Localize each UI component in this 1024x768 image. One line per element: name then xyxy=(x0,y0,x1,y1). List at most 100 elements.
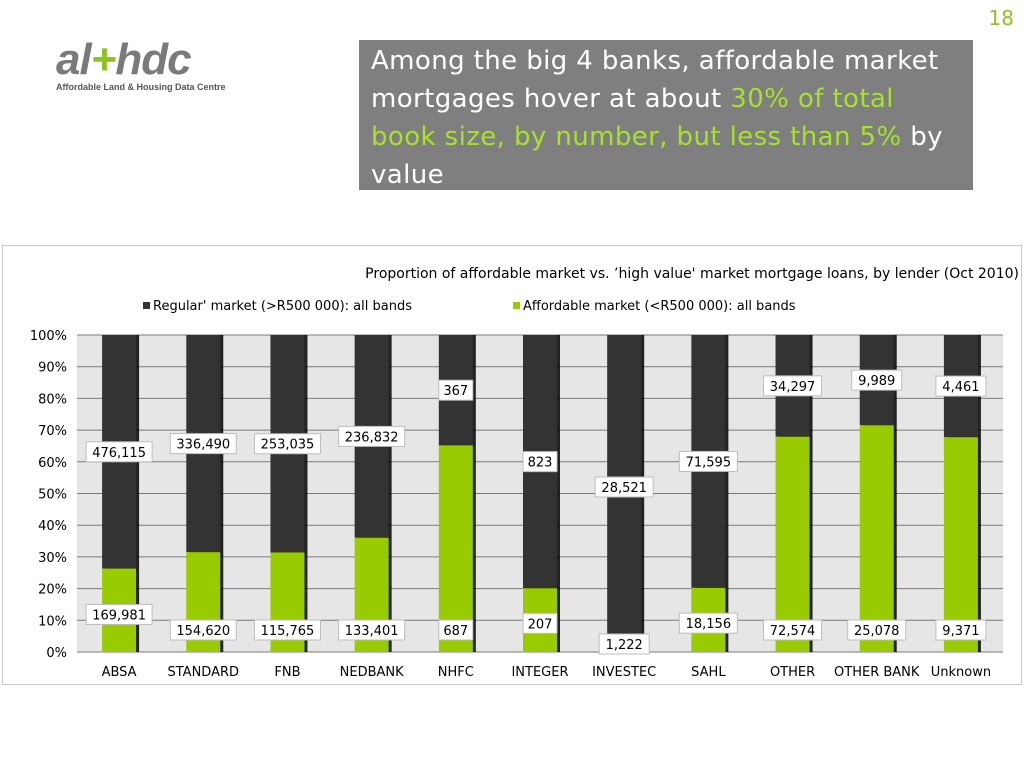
data-label-box xyxy=(438,619,474,641)
data-label-box xyxy=(85,441,153,463)
data-label-regular: 476,115 xyxy=(85,441,153,463)
x-tick-label: OTHER BANK xyxy=(834,665,920,680)
logo-subtitle: Affordable Land & Housing Data Centre xyxy=(56,82,226,92)
plot-area: 0% 10% 20% 30% 40% 50% 60% 70% 80% 90% 100% ABSA STA… xyxy=(30,329,1003,680)
data-label-text: 25,078 xyxy=(854,624,900,639)
data-label-box xyxy=(594,476,654,498)
data-label-text: 133,401 xyxy=(345,624,399,639)
data-label-text: 71,595 xyxy=(686,455,732,470)
stacked-bar-chart: Proportion of affordable market vs. ’hig… xyxy=(30,266,1019,680)
x-tick-label: SAHL xyxy=(691,665,726,680)
data-label-box xyxy=(851,369,903,391)
data-label-regular: 9,989 xyxy=(851,369,903,391)
data-label-text: 207 xyxy=(528,617,553,632)
data-label-box xyxy=(253,433,321,455)
data-label-affordable: 169,981 xyxy=(85,603,153,625)
data-label-regular: 34,297 xyxy=(763,375,823,397)
x-tick-label: ABSA xyxy=(102,665,137,680)
data-label-affordable: 18,156 xyxy=(678,612,738,634)
data-label-text: 115,765 xyxy=(261,624,315,639)
x-tick-label: OTHER xyxy=(770,665,815,680)
data-label-regular: 4,461 xyxy=(935,375,987,397)
data-label-text: 1,222 xyxy=(606,638,643,653)
data-label-affordable: 115,765 xyxy=(253,619,321,641)
data-label-text: 236,832 xyxy=(345,430,399,445)
y-tick-label: 100% xyxy=(30,329,67,344)
logo-wordmark: al+hdc xyxy=(56,35,192,84)
data-label-text: 4,461 xyxy=(942,380,979,395)
data-label-box xyxy=(678,450,738,472)
legend-swatch xyxy=(513,302,520,309)
data-label-box xyxy=(169,433,237,455)
x-tick-label: Unknown xyxy=(931,665,991,680)
x-tick-label: FNB xyxy=(274,665,300,680)
bar-affordable xyxy=(859,425,894,652)
data-label-affordable: 687 xyxy=(438,619,474,641)
legend-swatch xyxy=(143,302,150,309)
headline-box: Among the big 4 banks, affordable market… xyxy=(359,40,973,190)
data-label-text: 18,156 xyxy=(686,617,732,632)
x-tick-label: INVESTEC xyxy=(592,665,656,680)
bar-affordable xyxy=(775,436,810,652)
data-label-box xyxy=(338,619,406,641)
chart-frame: Proportion of affordable market vs. ’hig… xyxy=(2,245,1022,685)
data-label-text: 476,115 xyxy=(92,446,146,461)
page-number: 18 xyxy=(988,6,1014,30)
data-label-text: 823 xyxy=(528,456,553,471)
headline-text: Among the big 4 banks, affordable market… xyxy=(371,46,939,114)
data-label-text: 253,035 xyxy=(261,438,315,453)
data-label-regular: 823 xyxy=(522,451,558,473)
data-label-regular: 336,490 xyxy=(169,433,237,455)
data-label-box xyxy=(85,603,153,625)
data-label-affordable: 207 xyxy=(522,612,558,634)
legend-label: Affordable market (<R500 000): all bands xyxy=(523,299,796,314)
y-tick-label: 10% xyxy=(38,614,67,629)
data-label-text: 28,521 xyxy=(601,481,647,496)
data-label-affordable: 72,574 xyxy=(763,619,823,641)
data-label-regular: 28,521 xyxy=(594,476,654,498)
headline-text-end: by value xyxy=(371,122,943,190)
data-label-box xyxy=(438,379,474,401)
x-tick-label: STANDARD xyxy=(168,665,240,680)
data-label-affordable: 154,620 xyxy=(169,619,237,641)
data-label-text: 154,620 xyxy=(176,624,230,639)
data-label-text: 9,371 xyxy=(942,624,979,639)
x-tick-label: NHFC xyxy=(438,665,474,680)
bar-affordable xyxy=(438,445,473,652)
data-label-text: 367 xyxy=(443,384,468,399)
data-label-box xyxy=(935,375,987,397)
y-tick-label: 40% xyxy=(38,519,67,534)
data-label-box xyxy=(338,425,406,447)
data-label-regular: 367 xyxy=(438,379,474,401)
data-label-box xyxy=(678,612,738,634)
data-label-box xyxy=(763,375,823,397)
bar-affordable xyxy=(943,437,978,652)
data-label-box xyxy=(253,619,321,641)
data-label-box xyxy=(522,451,558,473)
data-label-text: 72,574 xyxy=(770,624,816,639)
data-label-regular: 236,832 xyxy=(338,425,406,447)
chart-legend: Regular' market (>R500 000): all bands Af… xyxy=(143,299,796,314)
legend-label: Regular' market (>R500 000): all bands xyxy=(153,299,412,314)
data-label-box xyxy=(763,619,823,641)
data-label-box xyxy=(847,619,907,641)
y-tick-label: 60% xyxy=(38,456,67,471)
x-tick-label: INTEGER xyxy=(511,665,568,680)
data-label-text: 34,297 xyxy=(770,380,816,395)
data-label-regular: 253,035 xyxy=(253,433,321,455)
data-label-affordable: 133,401 xyxy=(338,619,406,641)
headline-highlight: 30% of total book size, by number, but l… xyxy=(371,84,902,152)
chart-title: Proportion of affordable market vs. ’hig… xyxy=(365,266,1019,282)
data-label-text: 336,490 xyxy=(176,438,230,453)
data-label-affordable: 9,371 xyxy=(935,619,987,641)
data-label-affordable: 1,222 xyxy=(598,633,650,655)
y-tick-label: 20% xyxy=(38,583,67,598)
data-label-box xyxy=(598,633,650,655)
data-label-box xyxy=(935,619,987,641)
y-tick-label: 90% xyxy=(38,361,67,376)
y-tick-label: 80% xyxy=(38,392,67,407)
data-label-box xyxy=(522,612,558,634)
y-tick-label: 50% xyxy=(38,488,67,503)
data-label-box xyxy=(169,619,237,641)
althdc-logo: al+hdc Affordable Land & Housing Data Ce… xyxy=(56,38,256,98)
